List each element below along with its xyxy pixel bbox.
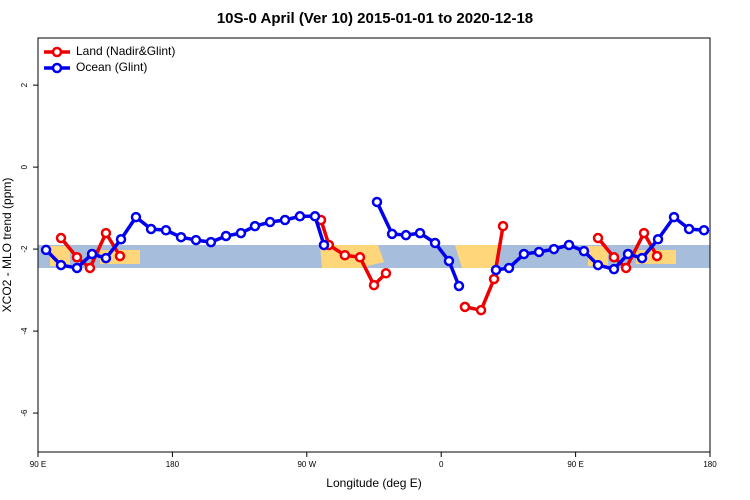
data-point <box>548 243 560 255</box>
land-patch <box>455 245 500 268</box>
data-point <box>130 211 142 223</box>
plot-frame <box>37 37 711 453</box>
data-point <box>249 220 261 232</box>
data-point <box>490 264 502 276</box>
data-point <box>354 252 366 263</box>
data-point <box>429 237 441 249</box>
data-point <box>71 262 83 274</box>
y-tick-label: -6 <box>20 409 29 417</box>
x-axis-label: Longitude (deg E) <box>326 476 421 490</box>
data-point <box>318 239 330 251</box>
data-point <box>55 232 67 244</box>
data-point <box>264 216 276 228</box>
y-tick-label: 0 <box>20 164 29 169</box>
data-point <box>497 220 509 232</box>
data-point <box>386 228 398 240</box>
data-point <box>636 252 648 264</box>
legend-label: Ocean (Glint) <box>76 60 147 74</box>
y-tick-label: -4 <box>20 327 29 335</box>
x-tick-label: 90 E <box>30 460 46 469</box>
data-point <box>115 234 127 245</box>
data-point <box>638 227 650 239</box>
x-tick-label: 90 W <box>297 460 316 469</box>
data-point <box>205 236 217 248</box>
legend-marker <box>51 46 63 58</box>
x-tick-label: 180 <box>166 460 180 469</box>
data-point <box>459 301 471 313</box>
data-point <box>651 250 663 262</box>
data-point <box>563 239 575 251</box>
data-point <box>475 304 487 316</box>
data-point <box>100 227 112 239</box>
data-point <box>114 250 126 262</box>
data-point <box>220 230 232 242</box>
data-point <box>279 214 291 226</box>
data-point <box>235 227 247 239</box>
data-point <box>84 262 96 274</box>
y-tick-label: -2 <box>20 245 29 253</box>
data-point <box>518 248 530 260</box>
data-point <box>503 262 515 274</box>
data-point <box>592 259 604 271</box>
x-tick-label: 90 E <box>567 460 583 469</box>
data-point <box>620 262 632 274</box>
data-point <box>380 268 392 279</box>
y-tick-label: 2 <box>20 82 29 87</box>
data-point <box>698 224 710 236</box>
data-point <box>368 279 380 291</box>
data-point <box>175 231 187 243</box>
data-point <box>145 223 157 235</box>
data-point <box>371 196 383 208</box>
data-point <box>100 252 112 264</box>
data-point <box>608 263 620 275</box>
data-point <box>668 211 680 223</box>
x-tick-label: 180 <box>703 460 717 469</box>
data-point <box>414 227 426 239</box>
data-point <box>608 252 620 263</box>
data-point <box>652 234 664 245</box>
data-point <box>683 223 695 235</box>
data-point <box>55 259 67 271</box>
data-point <box>190 234 202 246</box>
y-axis-label: XCO2 - MLO trend (ppm) <box>0 178 14 313</box>
data-point <box>40 244 52 256</box>
x-tick-label: 0 <box>439 460 444 469</box>
data-point <box>592 232 604 244</box>
chart-title: 10S-0 April (Ver 10) 2015-01-01 to 2020-… <box>217 10 533 27</box>
legend-marker <box>51 62 63 74</box>
data-point <box>443 255 455 267</box>
legend-label: Land (Nadir&Glint) <box>76 44 175 58</box>
data-point <box>622 248 634 260</box>
data-point <box>309 211 321 222</box>
data-point <box>400 229 412 241</box>
data-point <box>488 273 500 285</box>
data-point <box>71 252 83 263</box>
data-point <box>339 249 351 261</box>
data-point <box>294 211 306 222</box>
data-point <box>453 280 465 292</box>
data-point <box>533 246 545 258</box>
data-point <box>86 248 98 260</box>
series-line <box>44 201 705 287</box>
data-point <box>578 245 590 257</box>
data-point <box>160 224 172 236</box>
